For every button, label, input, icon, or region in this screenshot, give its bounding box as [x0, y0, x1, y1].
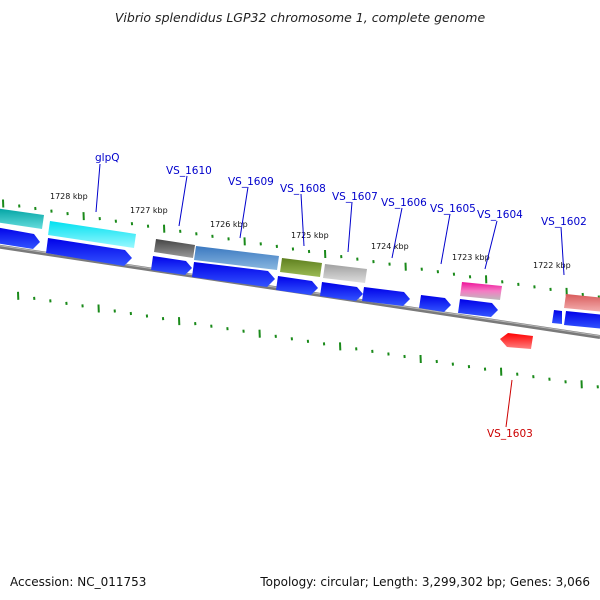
cds-arrow — [0, 227, 40, 249]
kbp-label: 1724 kbp — [371, 242, 409, 251]
accession-text: Accession: NC_011753 — [10, 575, 147, 589]
cds-arrow — [151, 256, 192, 275]
feature-olive — [280, 258, 322, 277]
kbp-label: 1726 kbp — [210, 220, 248, 229]
feature-gray — [154, 239, 195, 258]
feature-steel — [194, 246, 279, 270]
cds-arrow — [564, 311, 600, 329]
feature-teal — [0, 208, 44, 229]
cds-arrow — [320, 282, 363, 301]
cds-arrow — [458, 299, 498, 317]
gene-label-vs-1605: VS_1605 — [430, 203, 476, 215]
gene-label-vs-1608: VS_1608 — [280, 183, 326, 195]
cds-arrow — [276, 276, 318, 295]
kbp-label: 1722 kbp — [533, 261, 571, 270]
gene-label-vs-1606: VS_1606 — [381, 197, 427, 209]
cds-arrow — [419, 295, 451, 312]
inner-tick-ring — [17, 291, 599, 389]
cds-arrow — [192, 262, 275, 287]
kbp-label: 1728 kbp — [50, 192, 88, 201]
gene-labels: glpQ VS_1610 VS_1609 VS_1608 VS_1607 VS_… — [95, 152, 587, 440]
gene-label-vs-1604: VS_1604 — [477, 209, 523, 221]
feature-pink — [460, 282, 502, 300]
kbp-label: 1727 kbp — [130, 206, 168, 215]
gene-label-glpq: glpQ — [95, 152, 120, 164]
feature-band — [0, 208, 600, 312]
feature-silver — [323, 264, 367, 283]
cds-band — [0, 227, 600, 329]
gene-label-vs-1607: VS_1607 — [332, 191, 378, 203]
gene-label-vs-1602: VS_1602 — [541, 216, 587, 228]
gene-label-vs-1610: VS_1610 — [166, 165, 212, 177]
cds-arrow — [46, 238, 132, 266]
cds-arrow — [362, 287, 410, 306]
outer-tick-ring — [2, 199, 600, 299]
kbp-label: 1723 kbp — [452, 253, 490, 262]
kbp-label: 1725 kbp — [291, 231, 329, 240]
gene-label-vs-1609: VS_1609 — [228, 176, 274, 188]
feature-salmon — [564, 294, 600, 312]
map-title: Vibrio splendidus LGP32 chromosome 1, co… — [114, 10, 486, 25]
cds-arrow — [552, 310, 562, 324]
feature-cyan — [48, 221, 136, 248]
topology-text: Topology: circular; Length: 3,299,302 bp… — [260, 575, 590, 589]
reverse-gene-arrow — [500, 333, 533, 349]
leader-lines — [95, 163, 565, 428]
gene-label-vs-1603: VS_1603 — [487, 428, 533, 440]
kbp-scale: 1728 kbp 1727 kbp 1726 kbp 1725 kbp 1724… — [50, 192, 571, 270]
